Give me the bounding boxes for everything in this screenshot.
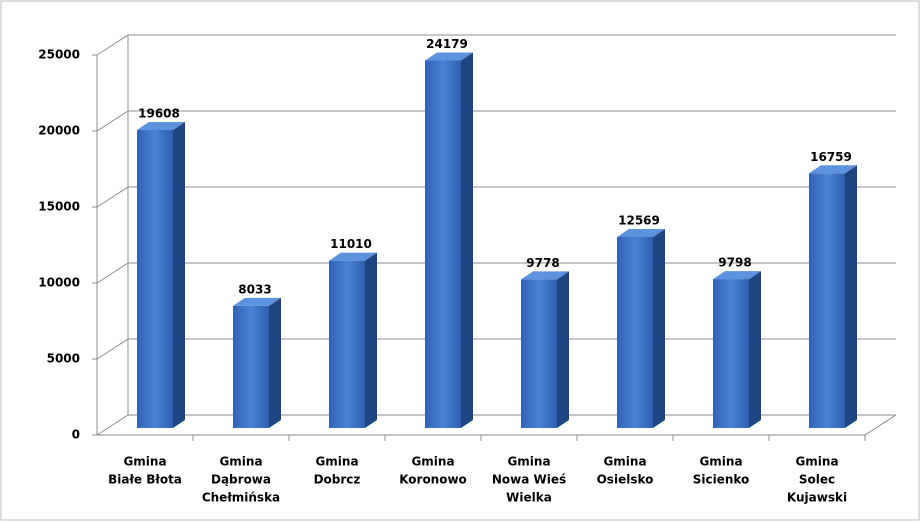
x-tick-label: Gmina xyxy=(219,455,262,469)
x-tick-label: Wielka xyxy=(506,491,552,505)
x-tick-label: Gmina xyxy=(411,455,454,469)
bar-top xyxy=(425,52,473,61)
x-tick-label: Dąbrowa xyxy=(211,473,271,487)
value-label: 8033 xyxy=(238,282,271,296)
grid-line-side xyxy=(96,34,129,56)
x-tick-label: Osielsko xyxy=(597,473,654,487)
x-tick-label: Nowa Wieś xyxy=(492,473,566,487)
bar xyxy=(617,236,653,428)
y-tick-label: 5000 xyxy=(47,352,80,366)
x-tick-label: Chełmińska xyxy=(202,491,280,505)
value-label: 24179 xyxy=(426,37,468,51)
bar xyxy=(425,60,461,429)
x-tick-label: Solec xyxy=(799,473,835,487)
x-tick-label: Sicienko xyxy=(693,473,750,487)
y-tick-label: 15000 xyxy=(38,200,80,214)
bar-top xyxy=(617,228,665,237)
grid-line-side xyxy=(96,338,129,360)
bar-top xyxy=(713,271,761,280)
grid-line-side xyxy=(96,414,129,436)
value-label: 12569 xyxy=(618,213,660,227)
x-tick-label: Koronowo xyxy=(399,473,467,487)
y-tick-label: 0 xyxy=(72,428,80,442)
bar-side xyxy=(173,121,185,428)
bar-side xyxy=(749,271,761,428)
value-label: 9798 xyxy=(718,256,751,270)
bar-side xyxy=(653,228,665,428)
bar xyxy=(137,129,173,428)
x-tick-label: Białe Błota xyxy=(108,473,182,487)
value-label: 9778 xyxy=(526,256,559,270)
x-tick-label: Gmina xyxy=(795,455,838,469)
bar xyxy=(233,305,269,428)
x-tick-label: Gmina xyxy=(603,455,646,469)
y-tick-label: 10000 xyxy=(38,276,80,290)
bar-side xyxy=(557,271,569,428)
x-tick-label: Gmina xyxy=(123,455,166,469)
bar-side xyxy=(461,52,473,429)
bar-top xyxy=(233,297,281,306)
bar xyxy=(521,279,557,428)
bar-side xyxy=(845,165,857,429)
bar xyxy=(809,173,845,428)
value-label: 19608 xyxy=(138,106,180,120)
y-tick-label: 20000 xyxy=(38,124,80,138)
bar-top xyxy=(809,165,857,174)
bar-top xyxy=(329,252,377,261)
bar-side xyxy=(365,252,377,428)
bar-side xyxy=(269,297,281,428)
grid-line-side xyxy=(96,110,129,132)
bar-top xyxy=(521,271,569,280)
value-label: 16759 xyxy=(810,150,852,164)
x-tick-label: Gmina xyxy=(507,455,550,469)
bar xyxy=(713,279,749,428)
floor-right xyxy=(864,414,897,436)
bar xyxy=(329,260,365,428)
y-tick-label: 25000 xyxy=(38,48,80,62)
grid-line-side xyxy=(96,262,129,284)
x-tick-label: Gmina xyxy=(315,455,358,469)
value-label: 11010 xyxy=(330,237,372,251)
x-tick-label: Gmina xyxy=(699,455,742,469)
grid-line-side xyxy=(96,186,129,208)
bar-top xyxy=(137,121,185,130)
x-tick-label: Dobrcz xyxy=(314,473,361,487)
x-tick-label: Kujawski xyxy=(787,491,847,505)
